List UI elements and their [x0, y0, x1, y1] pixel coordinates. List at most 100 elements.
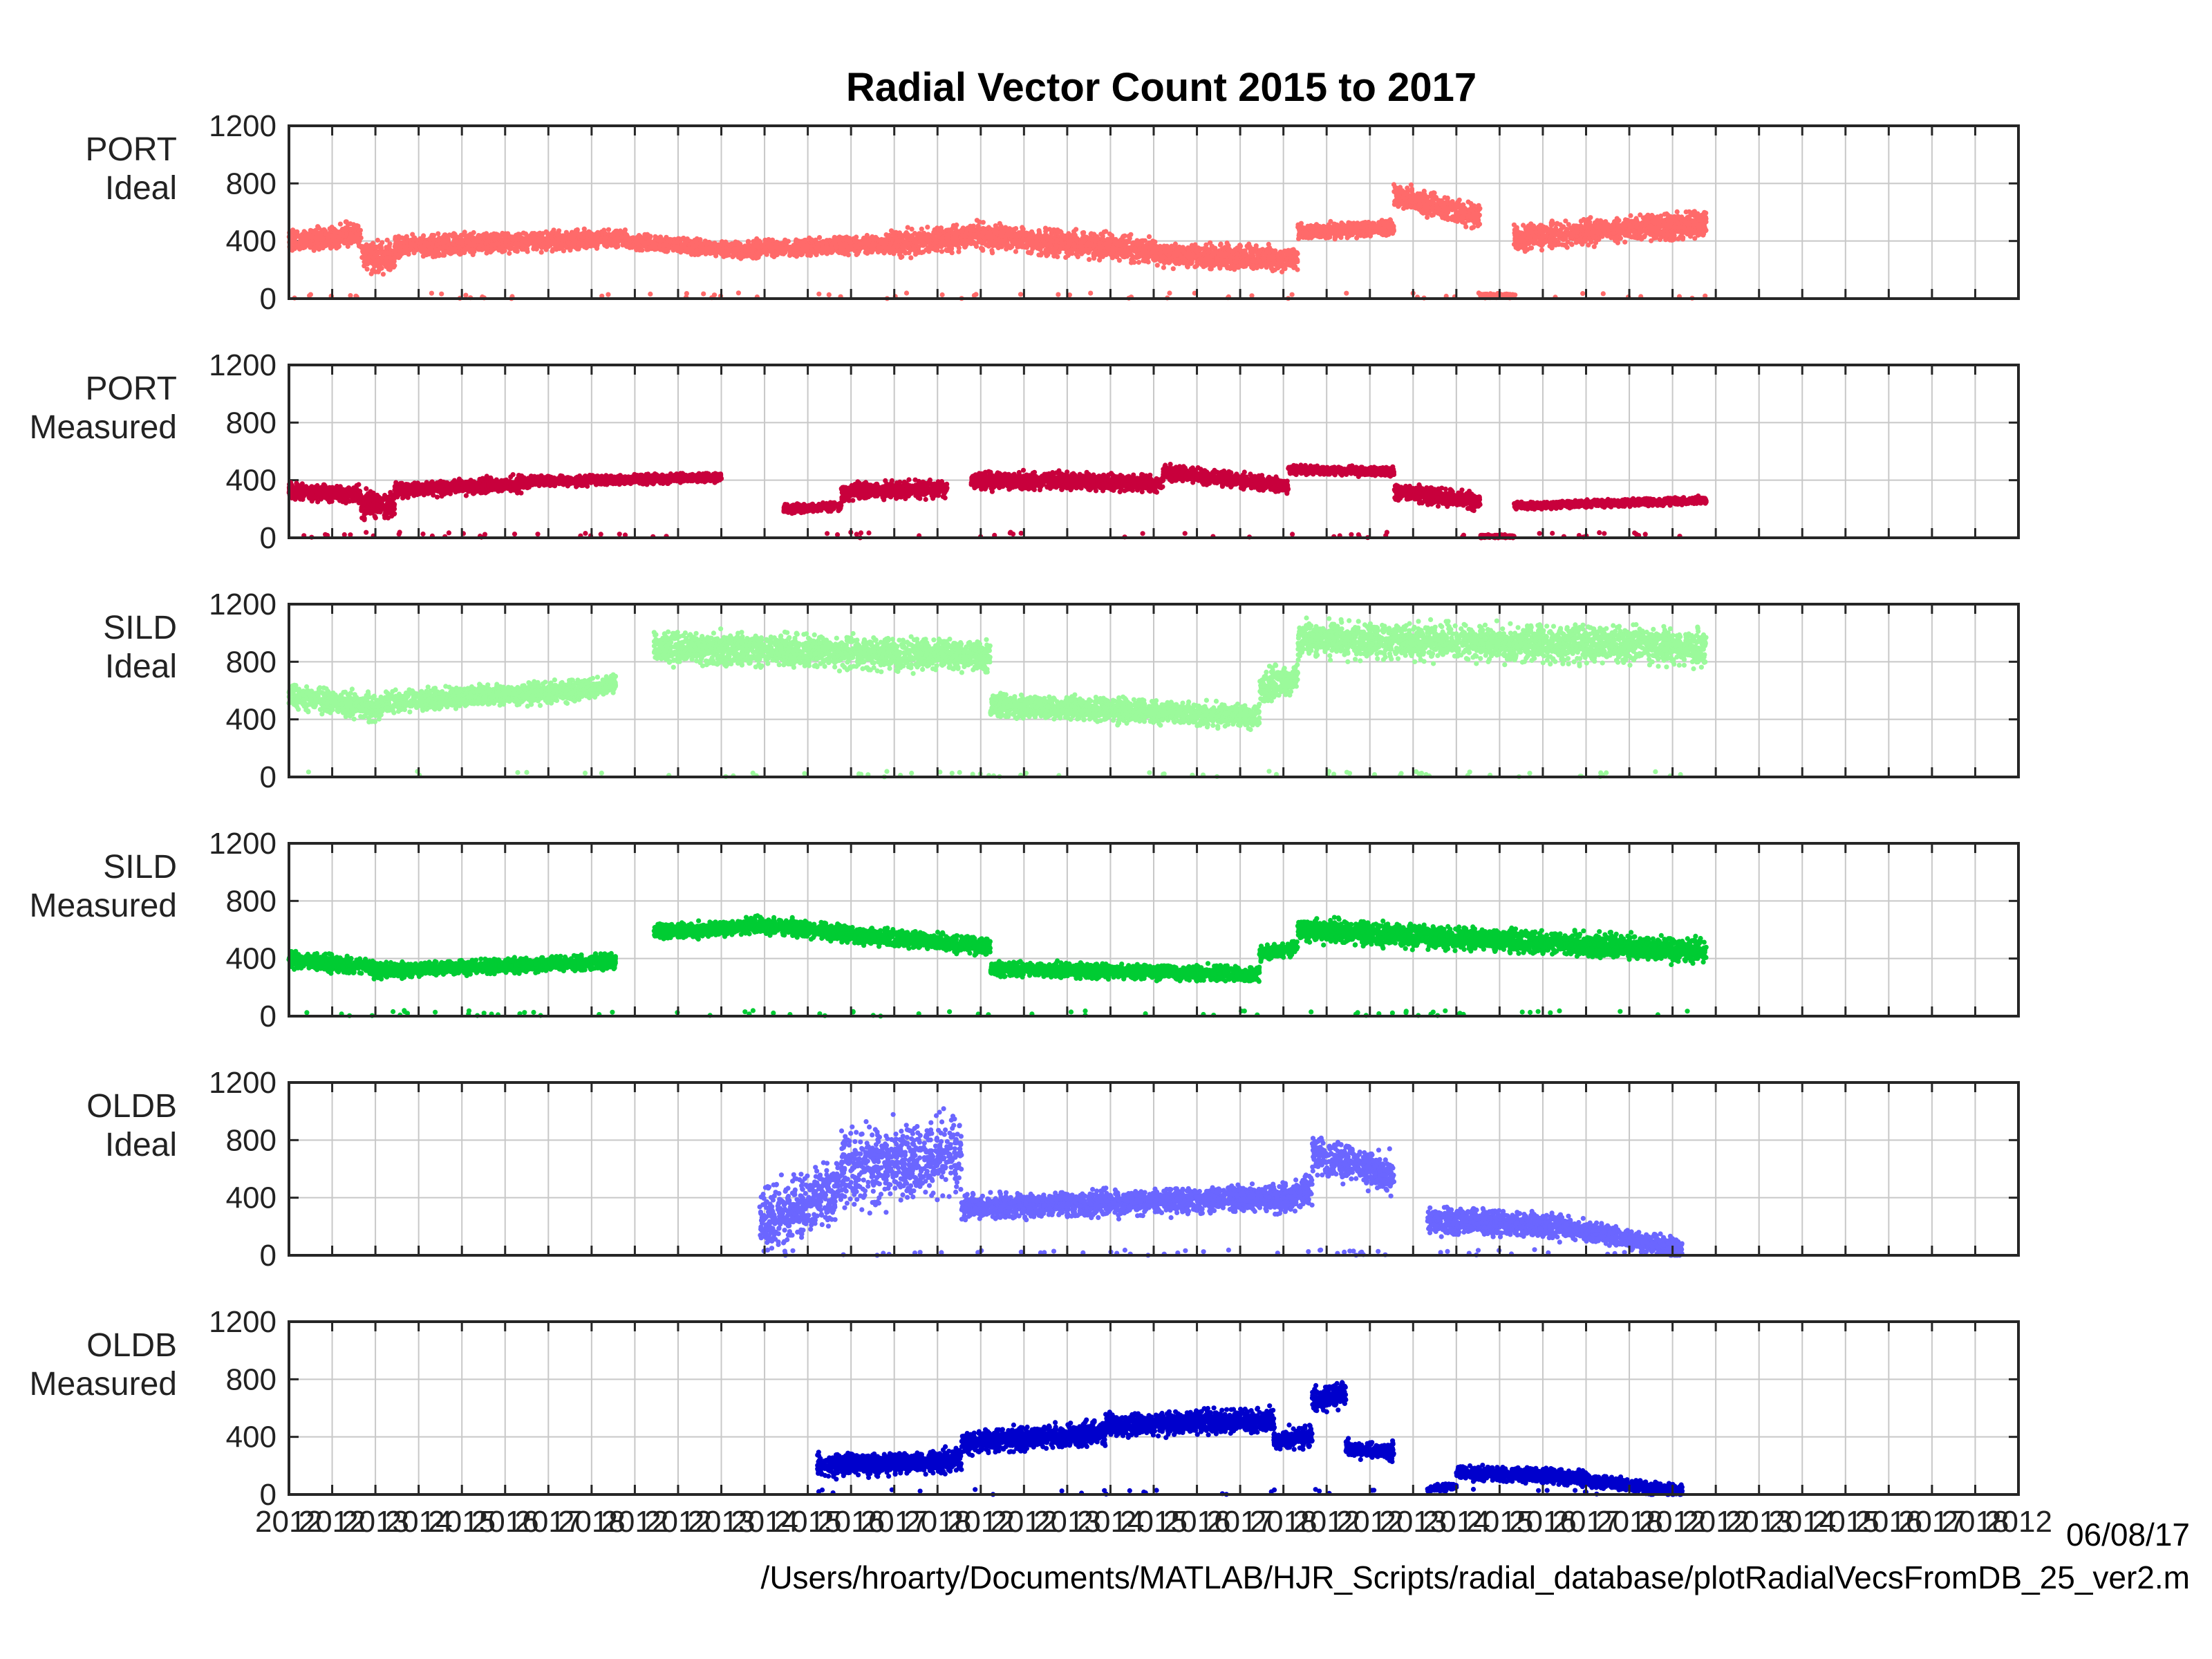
data-point [655, 237, 660, 242]
y-tick-label: 800 [226, 167, 276, 200]
data-point [787, 247, 792, 252]
data-point [671, 240, 676, 245]
data-point [953, 236, 958, 241]
data-point [893, 234, 898, 239]
data-point [974, 244, 979, 249]
data-point [1047, 243, 1051, 247]
data-point [788, 252, 793, 257]
data-point [646, 236, 651, 241]
data-point [539, 250, 544, 254]
data-point [484, 231, 489, 236]
data-point [379, 240, 384, 245]
data-point [441, 234, 446, 239]
data-point [1010, 233, 1015, 238]
data-point [912, 247, 917, 252]
data-point [944, 248, 949, 253]
data-point [1037, 228, 1042, 233]
data-point [823, 245, 827, 250]
data-point [315, 224, 320, 229]
data-point [599, 238, 603, 243]
data-point [462, 247, 467, 252]
data-point [386, 244, 391, 249]
data-point [935, 232, 940, 236]
data-point [429, 291, 434, 296]
chart-title: Radial Vector Count 2015 to 2017 [846, 65, 1477, 110]
data-point [977, 220, 982, 225]
data-point [1147, 241, 1152, 245]
data-point [418, 241, 422, 245]
data-point [904, 290, 909, 295]
data-point [630, 245, 635, 250]
data-point [435, 232, 440, 236]
data-point [1036, 252, 1041, 257]
data-point [381, 272, 386, 276]
data-point [433, 254, 438, 259]
data-point [1069, 251, 1074, 256]
data-point [507, 251, 512, 256]
data-point [648, 292, 653, 297]
data-point [397, 251, 402, 256]
data-point [1123, 243, 1127, 248]
data-point [805, 243, 809, 248]
data-point [404, 244, 409, 249]
data-point [683, 240, 688, 245]
data-point [549, 240, 554, 245]
data-point [825, 251, 830, 256]
data-point [930, 246, 935, 251]
data-point [746, 239, 751, 244]
data-point [442, 240, 447, 245]
data-point [589, 232, 594, 236]
data-point [765, 252, 769, 257]
data-point [816, 292, 821, 297]
data-point [375, 238, 380, 243]
data-point [677, 245, 682, 250]
data-point [370, 245, 375, 250]
data-point [522, 236, 527, 241]
data-point [349, 232, 354, 236]
data-point [471, 230, 476, 235]
data-point [733, 248, 738, 253]
data-point [365, 267, 370, 272]
data-point [925, 225, 930, 229]
data-point [842, 252, 847, 256]
data-point [344, 219, 348, 224]
data-point [365, 261, 370, 266]
data-point [681, 236, 686, 241]
data-point [1026, 250, 1031, 255]
data-point [582, 232, 587, 236]
data-point [320, 236, 325, 241]
data-point [308, 245, 312, 250]
data-point [393, 236, 397, 241]
data-point [528, 238, 533, 243]
data-point [901, 245, 906, 250]
data-point [873, 235, 878, 240]
data-point [561, 248, 566, 253]
data-point [420, 235, 425, 240]
data-point [1063, 255, 1068, 260]
data-point [1076, 254, 1080, 259]
data-point [1065, 244, 1069, 249]
data-point [570, 236, 575, 241]
data-point [1055, 227, 1060, 232]
data-point [673, 245, 677, 250]
data-point [478, 236, 482, 241]
data-point [990, 239, 995, 244]
data-point [663, 249, 668, 254]
data-point [1132, 246, 1137, 251]
data-point [1009, 245, 1013, 250]
data-point [1143, 259, 1147, 263]
data-point [1034, 236, 1039, 241]
data-point [1018, 292, 1023, 297]
data-point [756, 245, 761, 250]
data-point [312, 230, 317, 235]
data-point [882, 239, 887, 244]
data-point [346, 237, 351, 242]
data-point [961, 225, 966, 230]
data-point [1089, 243, 1094, 247]
data-point [648, 245, 653, 250]
data-point [793, 252, 798, 257]
data-point [1100, 250, 1105, 255]
data-point [1071, 233, 1076, 238]
data-point [841, 243, 845, 247]
